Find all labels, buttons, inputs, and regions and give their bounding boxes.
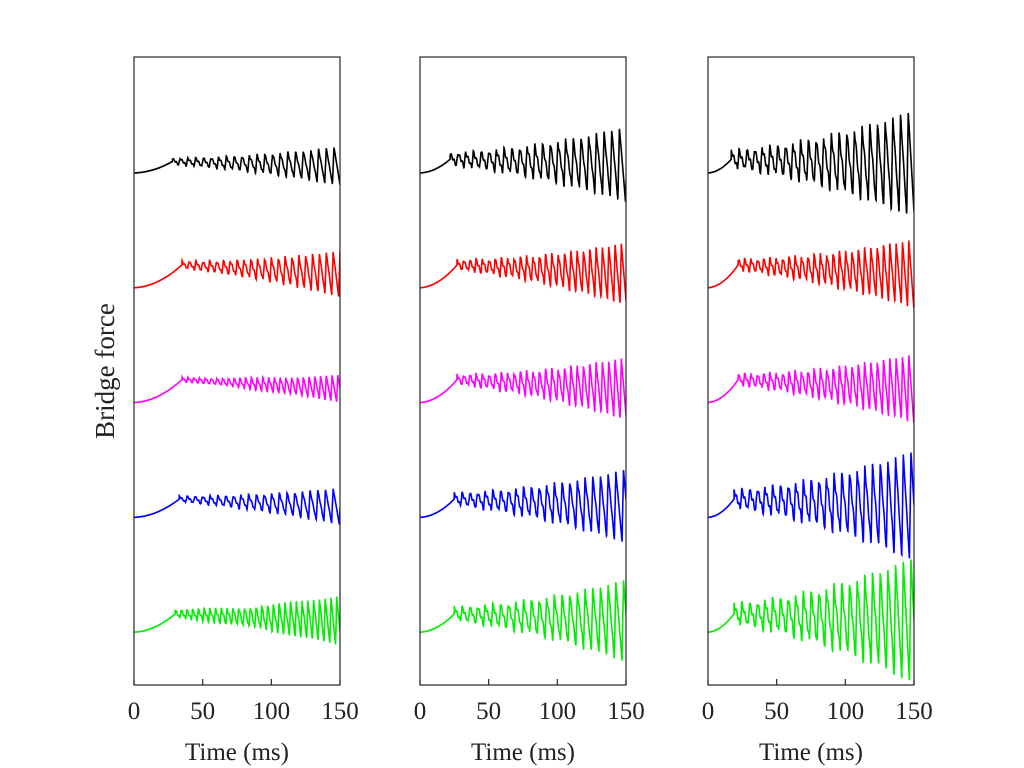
axes-box [133,56,341,686]
trace-red-panel-3 [708,240,914,308]
x-tick-label: 0 [702,698,715,725]
trace-magenta-panel-1 [134,374,340,404]
trace-blue-panel-3 [708,452,914,560]
panel-1: 0 50 100 150 Time (ms) [128,56,359,766]
x-tick-label: 50 [764,698,789,725]
trace-red-panel-1 [134,250,340,297]
trace-blue-panel-1 [134,488,340,526]
axes-box [707,56,915,686]
x-tick-label: 100 [253,698,291,725]
trace-black-panel-3 [708,112,914,214]
x-tick-label: 150 [321,698,359,725]
x-axis-label: Time (ms) [759,739,863,766]
x-tick-label: 150 [607,698,645,725]
x-tick-label: 50 [190,698,215,725]
x-tick-label: 0 [414,698,427,725]
panel-2: 0 50 100 150 Time (ms) [414,56,645,766]
x-axis-label: Time (ms) [471,739,575,766]
axes-box [419,56,627,686]
y-axis-label: Bridge force [90,303,120,439]
trace-black-panel-2 [420,128,626,202]
panel-3: 0 50 100 150 Time (ms) [702,56,933,766]
x-tick-label: 0 [128,698,141,725]
x-axis-label: Time (ms) [185,739,289,766]
trace-green-panel-3 [708,559,914,681]
x-tick-label: 150 [895,698,933,725]
x-tick-label: 100 [539,698,577,725]
trace-blue-panel-2 [420,470,626,543]
x-tick-label: 50 [476,698,501,725]
trace-black-panel-1 [134,147,340,185]
trace-green-panel-2 [420,580,626,662]
trace-green-panel-1 [134,596,340,645]
trace-magenta-panel-2 [420,358,626,418]
trace-red-panel-2 [420,243,626,303]
trace-magenta-panel-3 [708,355,914,423]
x-tick-label: 100 [827,698,865,725]
